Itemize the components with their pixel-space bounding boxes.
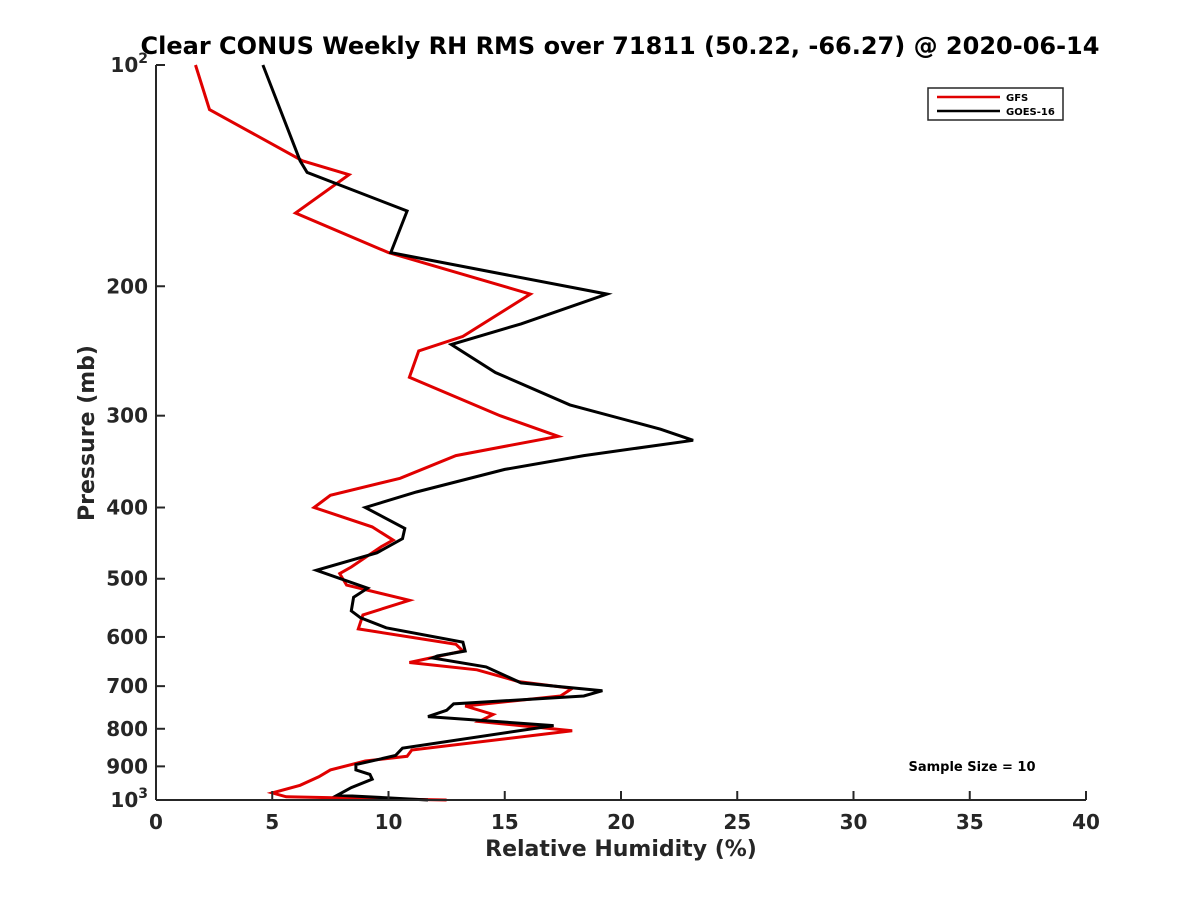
x-tick-label: 10 [375,810,403,834]
legend-label-gfs: GFS [1006,93,1028,104]
y-tick-label: 102 [110,51,148,77]
x-tick-label: 40 [1072,810,1100,834]
x-tick-label: 15 [491,810,519,834]
x-tick-label: 30 [840,810,868,834]
y-tick-label: 200 [106,274,148,298]
x-tick-label: 35 [956,810,984,834]
series-line-goes16 [261,64,694,802]
x-tick-label: 0 [149,810,163,834]
y-tick-label: 500 [106,567,148,591]
y-tick-label: 400 [106,496,148,520]
y-tick-label: 800 [106,717,148,741]
plot-area [156,65,1086,800]
x-axis-label: Relative Humidity (%) [485,837,757,862]
chart-title: Clear CONUS Weekly RH RMS over 71811 (50… [141,32,1100,60]
sample-size-annotation: Sample Size = 10 [908,760,1035,775]
legend: GFS GOES-16 [927,87,1064,121]
legend-label-goes16: GOES-16 [1006,107,1055,118]
y-axis-label: Pressure (mb) [75,345,100,521]
x-tick-label: 5 [265,810,279,834]
legend-box [927,87,1064,121]
y-ticks: 102 200 300 400 500 600 700 800 900 103 [106,51,165,812]
x-tick-label: 20 [607,810,635,834]
x-ticks: 0 5 10 15 20 25 30 35 40 [149,791,1100,834]
y-tick-label: 600 [106,625,148,649]
x-tick-label: 25 [723,810,751,834]
y-tick-label: 300 [106,404,148,428]
y-tick-label: 103 [110,786,148,812]
series-line-gfs [194,64,577,802]
y-tick-label: 900 [106,754,148,778]
series-lines [194,64,694,802]
y-tick-label: 700 [106,674,148,698]
